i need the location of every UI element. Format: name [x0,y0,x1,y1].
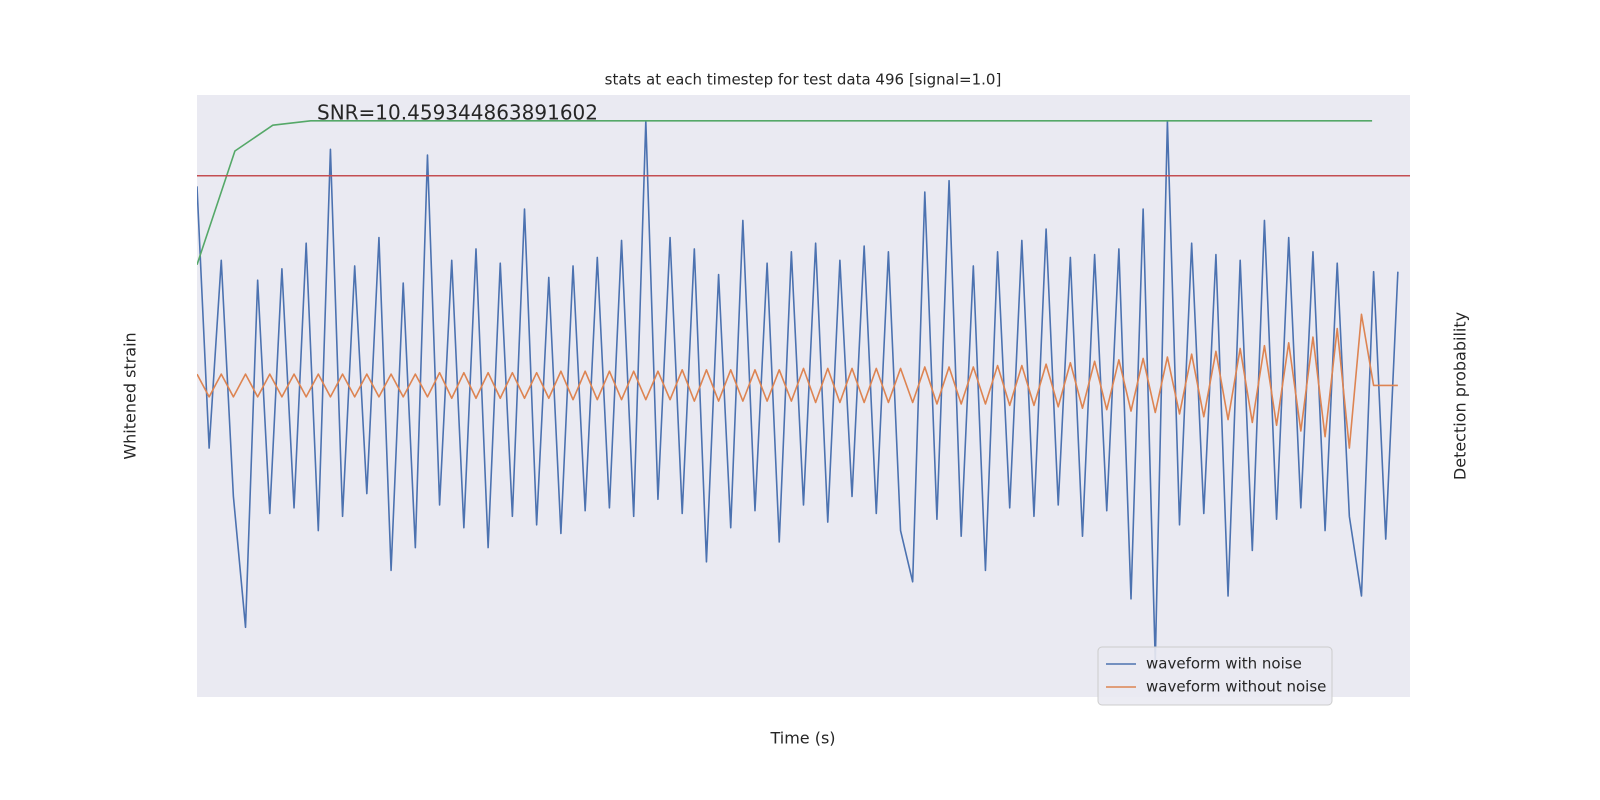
plot-lines [197,120,1410,663]
y2-axis-label: Detection probability [1451,312,1470,480]
legend-label: waveform with noise [1146,655,1302,673]
legend-label: waveform without noise [1146,678,1326,696]
legend: waveform with noise waveform without nois… [1097,646,1333,706]
annotation: SNR=10.459344863891602 [317,101,598,125]
chart-title: stats at each timestep for test data 496… [605,71,1002,89]
x-axis-label: Time (s) [769,729,835,748]
series-line [197,120,1399,663]
legend-box [1097,646,1333,706]
y-axis-label: Whitened strain [121,332,140,459]
probability-line [197,120,1373,265]
series-line [197,313,1398,449]
